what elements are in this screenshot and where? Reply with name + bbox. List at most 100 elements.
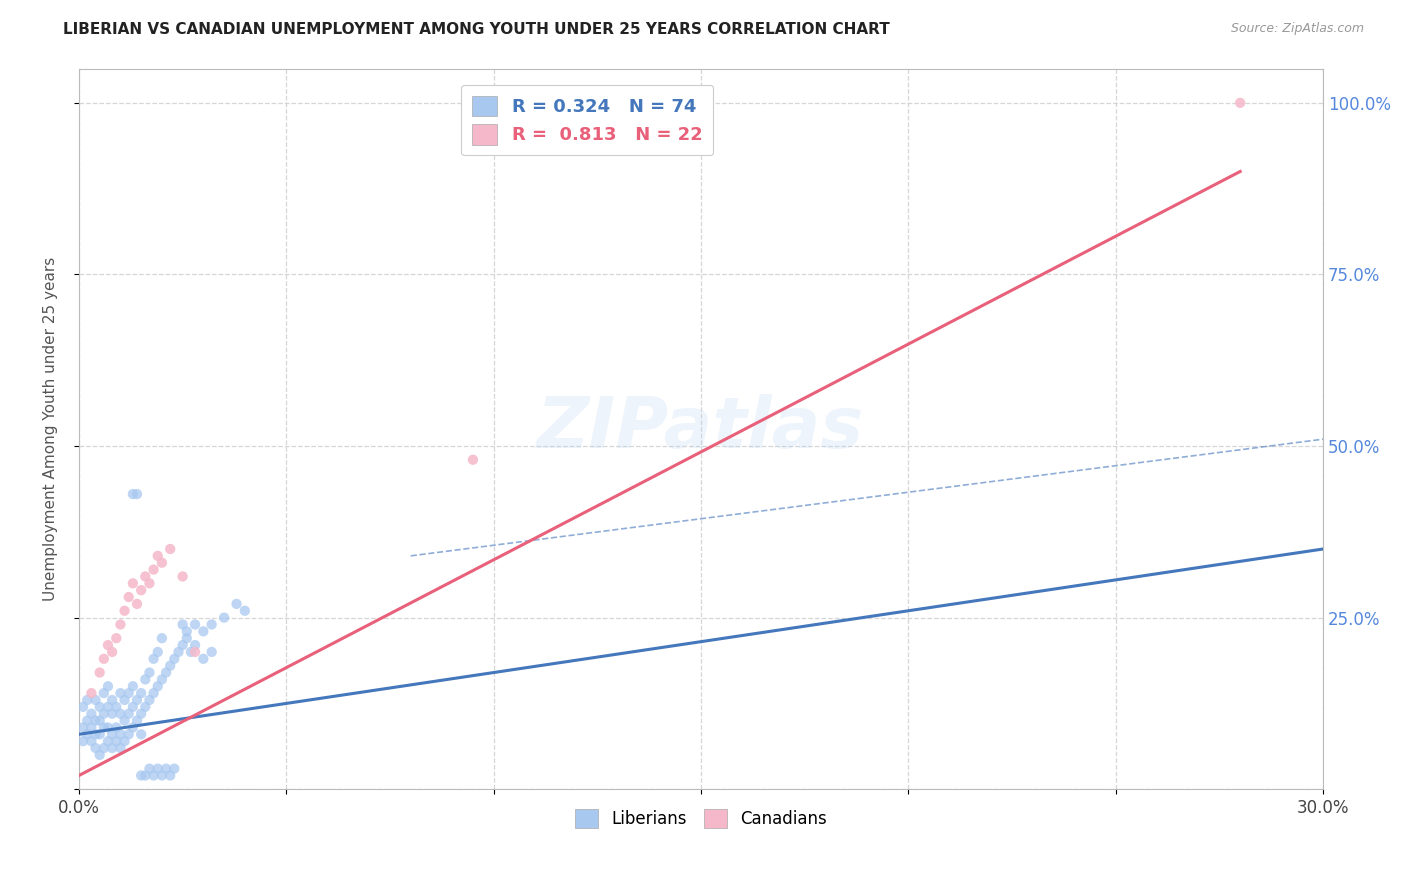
Point — [80, 706, 103, 721]
Point — [93, 721, 115, 735]
Point — [125, 487, 148, 501]
Point — [101, 727, 124, 741]
Point — [114, 734, 136, 748]
Point — [172, 638, 194, 652]
Point — [101, 706, 124, 721]
Point — [225, 597, 247, 611]
Point — [142, 686, 165, 700]
Text: Source: ZipAtlas.com: Source: ZipAtlas.com — [1230, 22, 1364, 36]
Point — [155, 762, 177, 776]
Point — [110, 727, 132, 741]
Point — [167, 645, 190, 659]
Point — [76, 714, 98, 728]
Text: LIBERIAN VS CANADIAN UNEMPLOYMENT AMONG YOUTH UNDER 25 YEARS CORRELATION CHART: LIBERIAN VS CANADIAN UNEMPLOYMENT AMONG … — [63, 22, 890, 37]
Point — [97, 721, 120, 735]
Point — [84, 693, 107, 707]
Point — [84, 714, 107, 728]
Y-axis label: Unemployment Among Youth under 25 years: Unemployment Among Youth under 25 years — [44, 257, 58, 601]
Point — [159, 768, 181, 782]
Point — [122, 721, 145, 735]
Point — [142, 563, 165, 577]
Point — [89, 665, 111, 680]
Point — [129, 583, 152, 598]
Point — [72, 699, 94, 714]
Point — [193, 624, 215, 639]
Point — [97, 734, 120, 748]
Point — [172, 617, 194, 632]
Point — [155, 665, 177, 680]
Point — [201, 645, 224, 659]
Point — [138, 576, 160, 591]
Text: ZIPatlas: ZIPatlas — [537, 394, 865, 463]
Point — [122, 699, 145, 714]
Point — [80, 721, 103, 735]
Point — [93, 652, 115, 666]
Point — [76, 727, 98, 741]
Point — [118, 706, 141, 721]
Point — [101, 645, 124, 659]
Point — [134, 768, 156, 782]
Point — [93, 686, 115, 700]
Point — [172, 569, 194, 583]
Point — [233, 604, 256, 618]
Point — [142, 652, 165, 666]
Point — [180, 645, 202, 659]
Point — [461, 452, 484, 467]
Point — [125, 714, 148, 728]
Point — [150, 673, 173, 687]
Point — [97, 699, 120, 714]
Point — [150, 768, 173, 782]
Point — [89, 727, 111, 741]
Point — [134, 673, 156, 687]
Point — [159, 541, 181, 556]
Point — [142, 768, 165, 782]
Point — [134, 699, 156, 714]
Point — [76, 693, 98, 707]
Point — [146, 549, 169, 563]
Point — [97, 638, 120, 652]
Point — [97, 679, 120, 693]
Point — [122, 487, 145, 501]
Point — [105, 721, 128, 735]
Point — [176, 624, 198, 639]
Point — [118, 590, 141, 604]
Point — [72, 721, 94, 735]
Point — [184, 645, 207, 659]
Legend: Liberians, Canadians: Liberians, Canadians — [568, 803, 834, 835]
Point — [101, 693, 124, 707]
Point — [146, 679, 169, 693]
Point — [212, 610, 235, 624]
Point — [163, 652, 186, 666]
Point — [122, 576, 145, 591]
Point — [89, 747, 111, 762]
Point — [159, 658, 181, 673]
Point — [138, 762, 160, 776]
Point — [129, 727, 152, 741]
Point — [201, 617, 224, 632]
Point — [105, 734, 128, 748]
Point — [89, 714, 111, 728]
Point — [184, 638, 207, 652]
Point — [93, 706, 115, 721]
Point — [150, 556, 173, 570]
Point — [110, 741, 132, 756]
Point — [84, 727, 107, 741]
Point — [84, 741, 107, 756]
Point — [80, 686, 103, 700]
Point — [138, 665, 160, 680]
Point — [146, 645, 169, 659]
Point — [80, 734, 103, 748]
Point — [101, 741, 124, 756]
Point — [110, 706, 132, 721]
Point — [122, 679, 145, 693]
Point — [138, 693, 160, 707]
Point — [134, 569, 156, 583]
Point — [105, 699, 128, 714]
Point — [176, 631, 198, 645]
Point — [114, 714, 136, 728]
Point — [105, 631, 128, 645]
Point — [110, 617, 132, 632]
Point — [114, 604, 136, 618]
Point — [129, 686, 152, 700]
Point — [150, 631, 173, 645]
